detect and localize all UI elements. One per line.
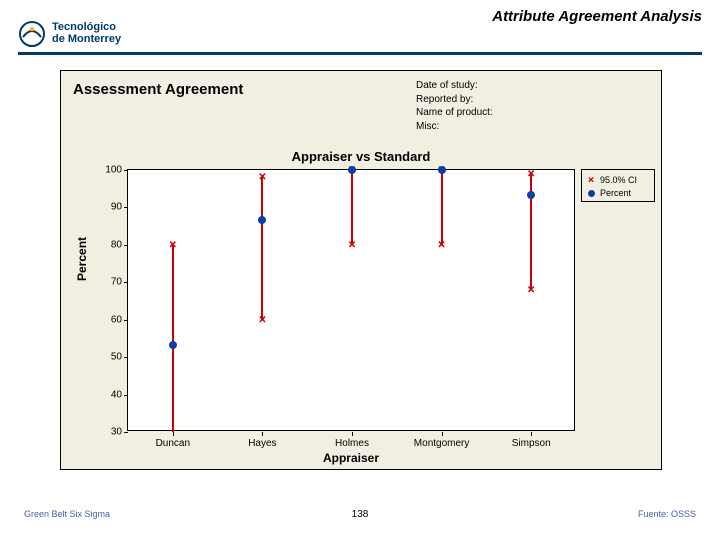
slide-title: Attribute Agreement Analysis	[492, 8, 702, 25]
y-tick-mark	[124, 245, 128, 246]
y-tick-mark	[124, 395, 128, 396]
y-tick-label: 40	[96, 389, 122, 400]
ci-line	[261, 177, 263, 319]
plot-area: 30405060708090100DuncanHayesHolmesMontgo…	[127, 169, 575, 431]
y-axis-label: Percent	[75, 237, 89, 281]
legend-pt-row: Percent	[586, 188, 650, 198]
y-tick-mark	[124, 170, 128, 171]
x-tick-label: Holmes	[335, 438, 369, 449]
y-tick-label: 100	[96, 165, 122, 176]
plot-wrap: 30405060708090100DuncanHayesHolmesMontgo…	[127, 169, 575, 431]
y-tick-label: 70	[96, 277, 122, 288]
y-tick-label: 90	[96, 202, 122, 213]
meta-product: Name of product:	[416, 106, 493, 120]
x-tick-label: Duncan	[156, 438, 190, 449]
ci-line	[351, 170, 353, 245]
y-tick-mark	[124, 320, 128, 321]
x-tick-mark	[173, 432, 174, 436]
logo-text-bottom: de Monterrey	[52, 34, 121, 46]
chart-panel: Assessment Agreement Date of study: Repo…	[60, 70, 662, 470]
footer-center: 138	[0, 509, 720, 520]
x-tick-mark	[352, 432, 353, 436]
logo: Tecnológico de Monterrey	[18, 20, 121, 48]
y-tick-mark	[124, 432, 128, 433]
x-tick-label: Hayes	[248, 438, 276, 449]
legend-ci-label: 95.0% CI	[600, 175, 637, 185]
ci-line	[441, 170, 443, 245]
y-tick-label: 60	[96, 314, 122, 325]
x-tick-label: Montgomery	[414, 438, 470, 449]
footer-right: Fuente: OSSS	[638, 509, 696, 519]
percent-marker-icon	[527, 191, 535, 199]
y-tick-label: 50	[96, 352, 122, 363]
logo-icon	[18, 20, 46, 48]
panel-meta: Date of study: Reported by: Name of prod…	[416, 79, 493, 133]
ci-line	[172, 245, 174, 432]
percent-marker-icon	[348, 166, 356, 174]
y-tick-label: 80	[96, 239, 122, 250]
legend: × 95.0% CI Percent	[581, 169, 655, 202]
header-divider	[18, 52, 702, 55]
meta-date: Date of study:	[416, 79, 493, 93]
panel-title: Assessment Agreement	[73, 81, 243, 98]
percent-marker-icon	[258, 216, 266, 224]
legend-pt-label: Percent	[600, 188, 631, 198]
meta-reporter: Reported by:	[416, 93, 493, 107]
meta-misc: Misc:	[416, 120, 493, 134]
percent-marker-icon	[438, 166, 446, 174]
footer: Green Belt Six Sigma 138 Fuente: OSSS	[0, 505, 720, 529]
x-tick-label: Simpson	[512, 438, 551, 449]
y-tick-mark	[124, 207, 128, 208]
y-tick-label: 30	[96, 427, 122, 438]
y-tick-mark	[124, 357, 128, 358]
x-marker-icon: ×	[586, 173, 596, 186]
x-tick-mark	[531, 432, 532, 436]
x-axis-label: Appraiser	[127, 451, 575, 465]
chart-title: Appraiser vs Standard	[61, 149, 661, 164]
x-tick-mark	[262, 432, 263, 436]
x-tick-mark	[442, 432, 443, 436]
legend-ci-row: × 95.0% CI	[586, 173, 650, 186]
y-tick-mark	[124, 282, 128, 283]
percent-marker-icon	[169, 341, 177, 349]
dot-marker-icon	[588, 190, 595, 197]
